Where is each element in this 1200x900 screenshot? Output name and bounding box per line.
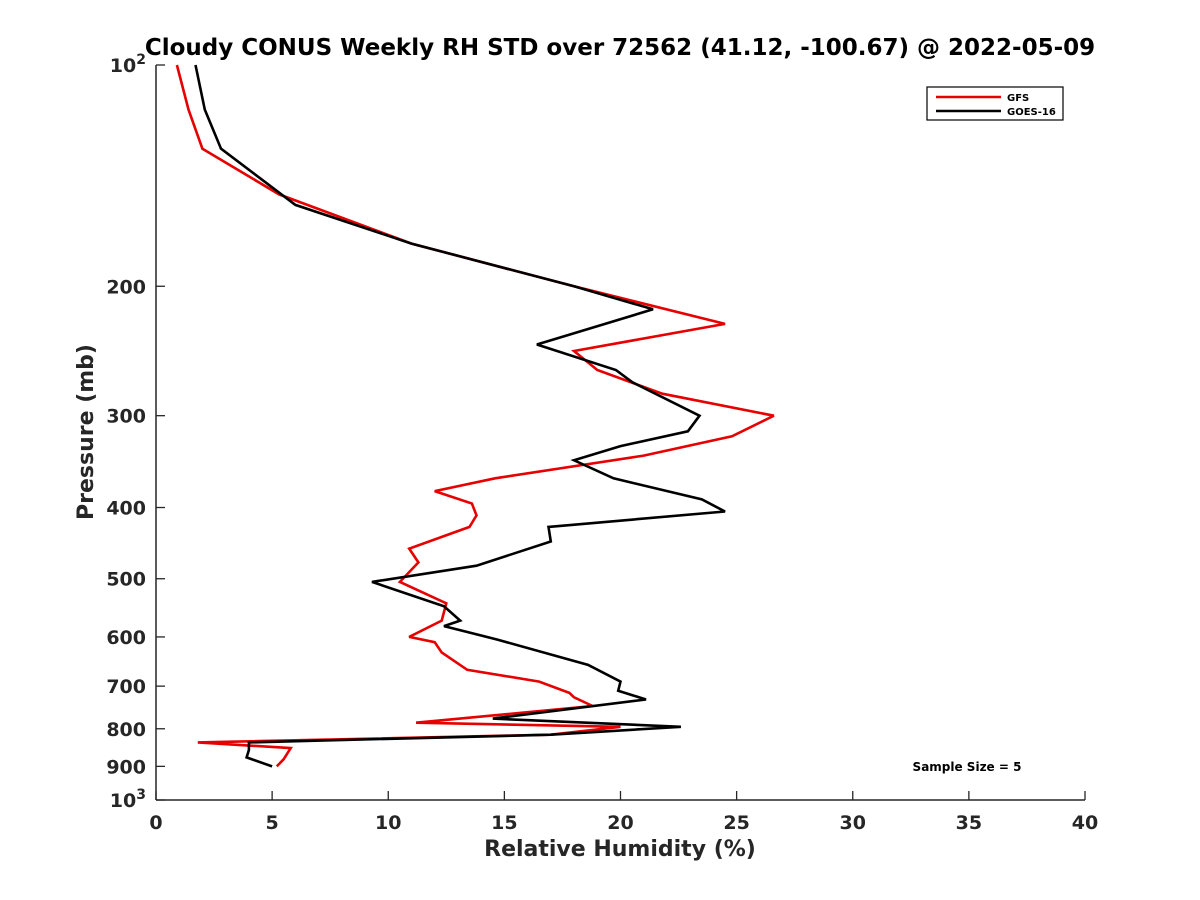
- y-tick-label: 800: [106, 719, 146, 741]
- y-tick-label: 500: [106, 569, 146, 591]
- legend: GFS GOES-16: [926, 86, 1064, 121]
- y-tick-label: 400: [106, 498, 146, 520]
- x-tick-label: 5: [266, 812, 279, 834]
- series-line-goes-16: [194, 64, 726, 768]
- x-tick-label: 40: [1072, 812, 1098, 834]
- y-tick-label: 700: [106, 676, 146, 698]
- axes: 0 5 10 15 20 25 30 35 40 102 200 300 400 500 600 700 800…: [106, 52, 1098, 834]
- y-tick-label: 200: [106, 276, 146, 298]
- x-tick-label: 15: [491, 812, 517, 834]
- legend-label-gfs: GFS: [1007, 93, 1029, 104]
- y-tick-label: 600: [106, 627, 146, 649]
- x-axis-label: Relative Humidity (%): [484, 837, 756, 862]
- y-tick-label: 900: [106, 756, 146, 778]
- legend-box: [926, 86, 1064, 121]
- x-tick-label: 20: [607, 812, 633, 834]
- x-tick-label: 25: [723, 812, 749, 834]
- x-tick-label: 35: [956, 812, 982, 834]
- y-axis-label: Pressure (mb): [74, 344, 99, 520]
- y-tick-label: 300: [106, 406, 146, 428]
- sample-size-annotation: Sample Size = 5: [913, 760, 1022, 774]
- x-tick-label: 30: [840, 812, 866, 834]
- y-tick-label: 103: [110, 787, 146, 812]
- legend-label-goes-16: GOES-16: [1007, 107, 1056, 118]
- series-line-gfs: [175, 64, 775, 768]
- chart-title: Cloudy CONUS Weekly RH STD over 72562 (4…: [145, 35, 1095, 61]
- x-tick-label: 0: [149, 812, 162, 834]
- series-layer: [175, 64, 775, 768]
- y-tick-label: 102: [110, 52, 146, 77]
- x-tick-label: 10: [375, 812, 401, 834]
